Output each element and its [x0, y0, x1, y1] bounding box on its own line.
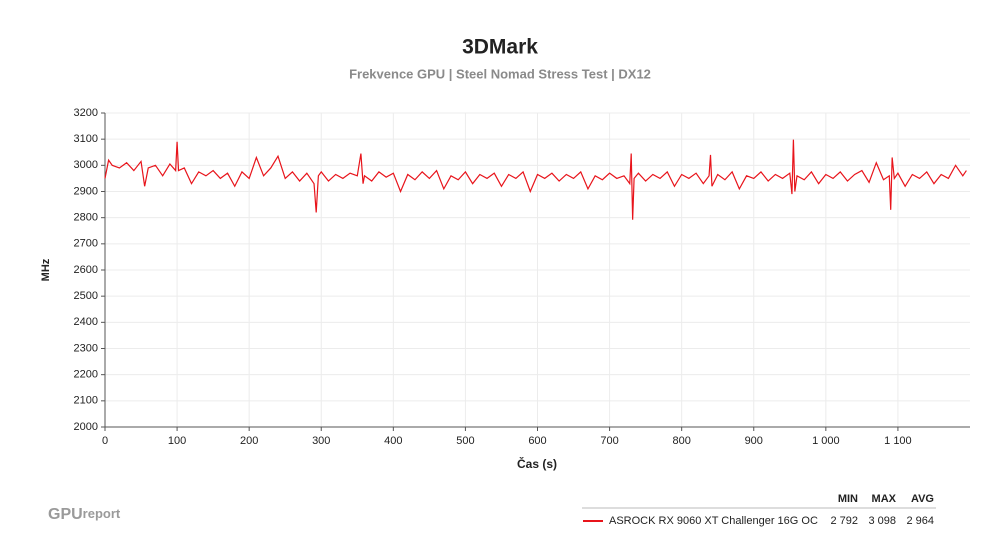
x-tick-label: 400	[384, 435, 402, 447]
logo-sub: report	[83, 506, 121, 521]
x-tick-label: 700	[600, 435, 618, 447]
legend-header: MIN	[838, 493, 858, 505]
y-tick-label: 2500	[74, 290, 98, 302]
x-axis-label: Čas (s)	[517, 456, 557, 471]
y-tick-label: 2600	[74, 264, 98, 276]
legend-stat: 2 792	[830, 515, 858, 527]
x-tick-label: 100	[168, 435, 186, 447]
logo: GPUreport	[48, 506, 121, 523]
x-tick-label: 200	[240, 435, 258, 447]
y-tick-label: 2800	[74, 212, 98, 224]
x-tick-label: 800	[672, 435, 690, 447]
x-tick-label: 0	[102, 435, 108, 447]
x-tick-label: 600	[528, 435, 546, 447]
x-tick-label: 900	[745, 435, 763, 447]
x-tick-label: 1 100	[884, 435, 912, 447]
x-tick-label: 1 000	[812, 435, 840, 447]
x-tick-label: 500	[456, 435, 474, 447]
y-tick-label: 2900	[74, 185, 98, 197]
series-line	[104, 139, 967, 220]
legend-stat: 2 964	[906, 515, 934, 527]
y-tick-label: 2000	[74, 421, 98, 433]
legend-label: ASROCK RX 9060 XT Challenger 16G OC	[609, 515, 818, 527]
legend-header: AVG	[911, 493, 934, 505]
chart-subtitle: Frekvence GPU | Steel Nomad Stress Test …	[349, 66, 651, 81]
y-tick-label: 2700	[74, 238, 98, 250]
logo-main: GPU	[48, 506, 83, 523]
legend-stat: 3 098	[868, 515, 896, 527]
y-tick-label: 2400	[74, 316, 98, 328]
y-tick-label: 2300	[74, 342, 98, 354]
x-tick-label: 300	[312, 435, 330, 447]
y-tick-label: 2200	[74, 369, 98, 381]
y-tick-label: 2100	[74, 395, 98, 407]
y-tick-label: 3100	[74, 133, 98, 145]
y-tick-label: 3200	[74, 107, 98, 119]
y-tick-label: 3000	[74, 159, 98, 171]
y-axis-label: MHz	[40, 258, 52, 281]
chart-title: 3DMark	[462, 36, 538, 59]
legend-header: MAX	[872, 493, 897, 505]
